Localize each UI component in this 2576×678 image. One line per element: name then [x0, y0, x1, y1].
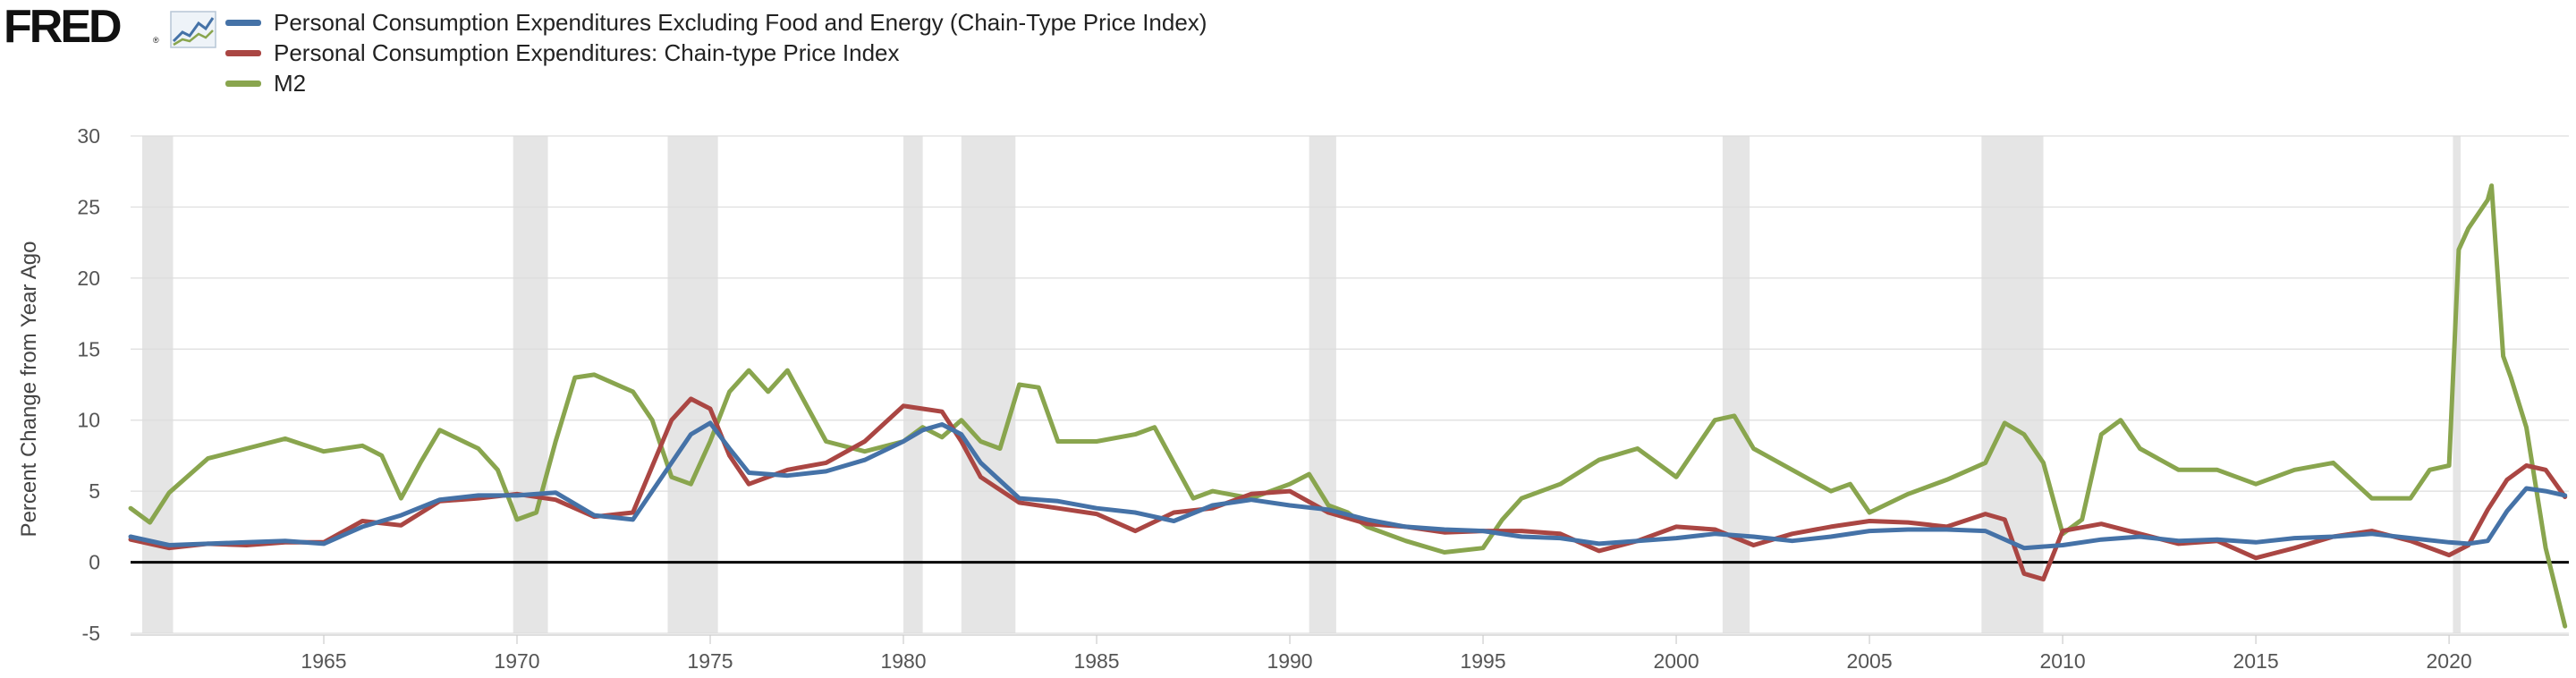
x-tick-label: 1980 [880, 649, 926, 673]
y-tick-label: -5 [82, 622, 100, 645]
x-tick-label: 1990 [1267, 649, 1312, 673]
recession-bands [141, 136, 2462, 633]
x-tick-label: 2010 [2039, 649, 2085, 673]
legend-label: M2 [274, 70, 307, 97]
y-tick-label: 20 [77, 267, 100, 290]
y-tick-label: 25 [77, 195, 100, 218]
x-tick-label: 2000 [1653, 649, 1699, 673]
recession-band-6 [1722, 136, 1750, 633]
x-tick-label: 2020 [2426, 649, 2471, 673]
x-tick-label: 2005 [1846, 649, 1892, 673]
legend-swatch [225, 19, 261, 26]
recession-band-1 [513, 136, 548, 633]
legend-label: Personal Consumption Expenditures: Chain… [274, 39, 900, 66]
x-tick-label: 1995 [1460, 649, 1505, 673]
recession-band-7 [1981, 136, 2044, 633]
recession-band-3 [903, 136, 923, 633]
x-tick-label: 1965 [301, 649, 346, 673]
recession-band-0 [141, 136, 174, 633]
series-lines [128, 183, 2568, 629]
y-tick-label: 30 [77, 124, 100, 148]
x-tick-label: 1975 [687, 649, 733, 673]
legend: Personal Consumption Expenditures Exclud… [225, 7, 1207, 98]
recession-band-5 [1309, 136, 1336, 633]
x-tick-label: 1970 [494, 649, 539, 673]
legend-item[interactable]: Personal Consumption Expenditures: Chain… [225, 38, 1207, 68]
fred-graph-icon [170, 11, 216, 48]
legend-swatch [225, 80, 261, 87]
registered-mark: ® [153, 36, 159, 45]
recession-band-2 [667, 136, 718, 633]
chart-header: FRED ® Personal Consumption Expenditures… [0, 0, 2576, 116]
y-axis-ticks: 30 25 20 15 10 5 0 -5 [77, 124, 100, 645]
y-tick-label: 0 [89, 551, 100, 574]
y-tick-label: 15 [77, 337, 100, 360]
series-line-m2 [128, 183, 2568, 629]
fred-logo-text: FRED [4, 1, 123, 53]
fred-logo[interactable]: FRED ® [4, 1, 218, 53]
legend-item[interactable]: M2 [225, 68, 1207, 98]
recession-band-4 [961, 136, 1016, 633]
series-line-core-pce [128, 420, 2568, 551]
y-gridlines [131, 135, 2569, 634]
series-line-pce [128, 396, 2568, 582]
legend-swatch [225, 49, 261, 56]
recession-band-8 [2453, 136, 2462, 633]
x-tick-label: 2015 [2233, 649, 2278, 673]
legend-label: Personal Consumption Expenditures Exclud… [274, 9, 1208, 36]
y-tick-label: 5 [89, 479, 100, 503]
x-axis-ticks: 1965 1970 1975 1980 1985 1990 1995 2000 2005 2010… [131, 634, 2569, 673]
legend-item[interactable]: Personal Consumption Expenditures Exclud… [225, 7, 1207, 38]
x-tick-label: 1985 [1073, 649, 1119, 673]
y-tick-label: 10 [77, 409, 100, 432]
y-axis-title: Percent Change from Year Ago [17, 242, 41, 538]
